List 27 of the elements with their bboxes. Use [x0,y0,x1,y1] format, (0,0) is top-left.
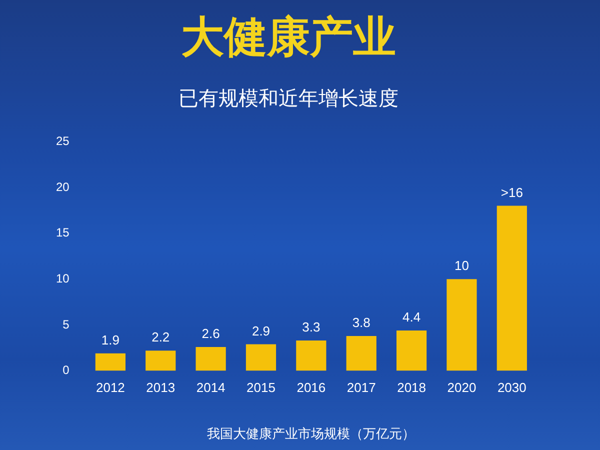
x-tick-label: 2018 [397,380,426,396]
x-axis-title: 我国大健康产业市场规模（万亿元） [207,426,416,441]
x-tick-label: 2015 [246,380,276,396]
data-label: 2.6 [202,326,220,342]
x-tick-label: 2017 [346,380,376,396]
data-label: 3.8 [352,315,370,330]
y-tick-label: 25 [56,134,70,148]
y-tick-label: 15 [56,226,70,240]
x-tick-label: 2020 [447,380,476,396]
chart-title: 大健康产业 [181,14,396,62]
y-tick-label: 0 [62,363,70,378]
x-tick-label: 2030 [497,380,526,396]
data-label: 2.9 [252,323,270,338]
data-label: 2.2 [152,330,170,345]
y-tick-label: 20 [56,180,70,194]
x-tick-label: 2013 [146,380,176,396]
data-label: 1.9 [101,332,120,348]
x-tick-label: 2016 [296,380,326,396]
data-label: 10 [454,258,469,274]
data-label: 4.4 [402,310,421,325]
y-tick-label: 5 [62,317,70,332]
x-tick-label: 2012 [96,380,125,396]
y-tick-label: 10 [56,271,70,286]
data-label: 3.3 [302,320,320,335]
chart-subtitle: 已有规模和近年增长速度 [178,88,398,110]
data-label: >16 [500,184,523,200]
x-tick-label: 2014 [196,380,226,396]
